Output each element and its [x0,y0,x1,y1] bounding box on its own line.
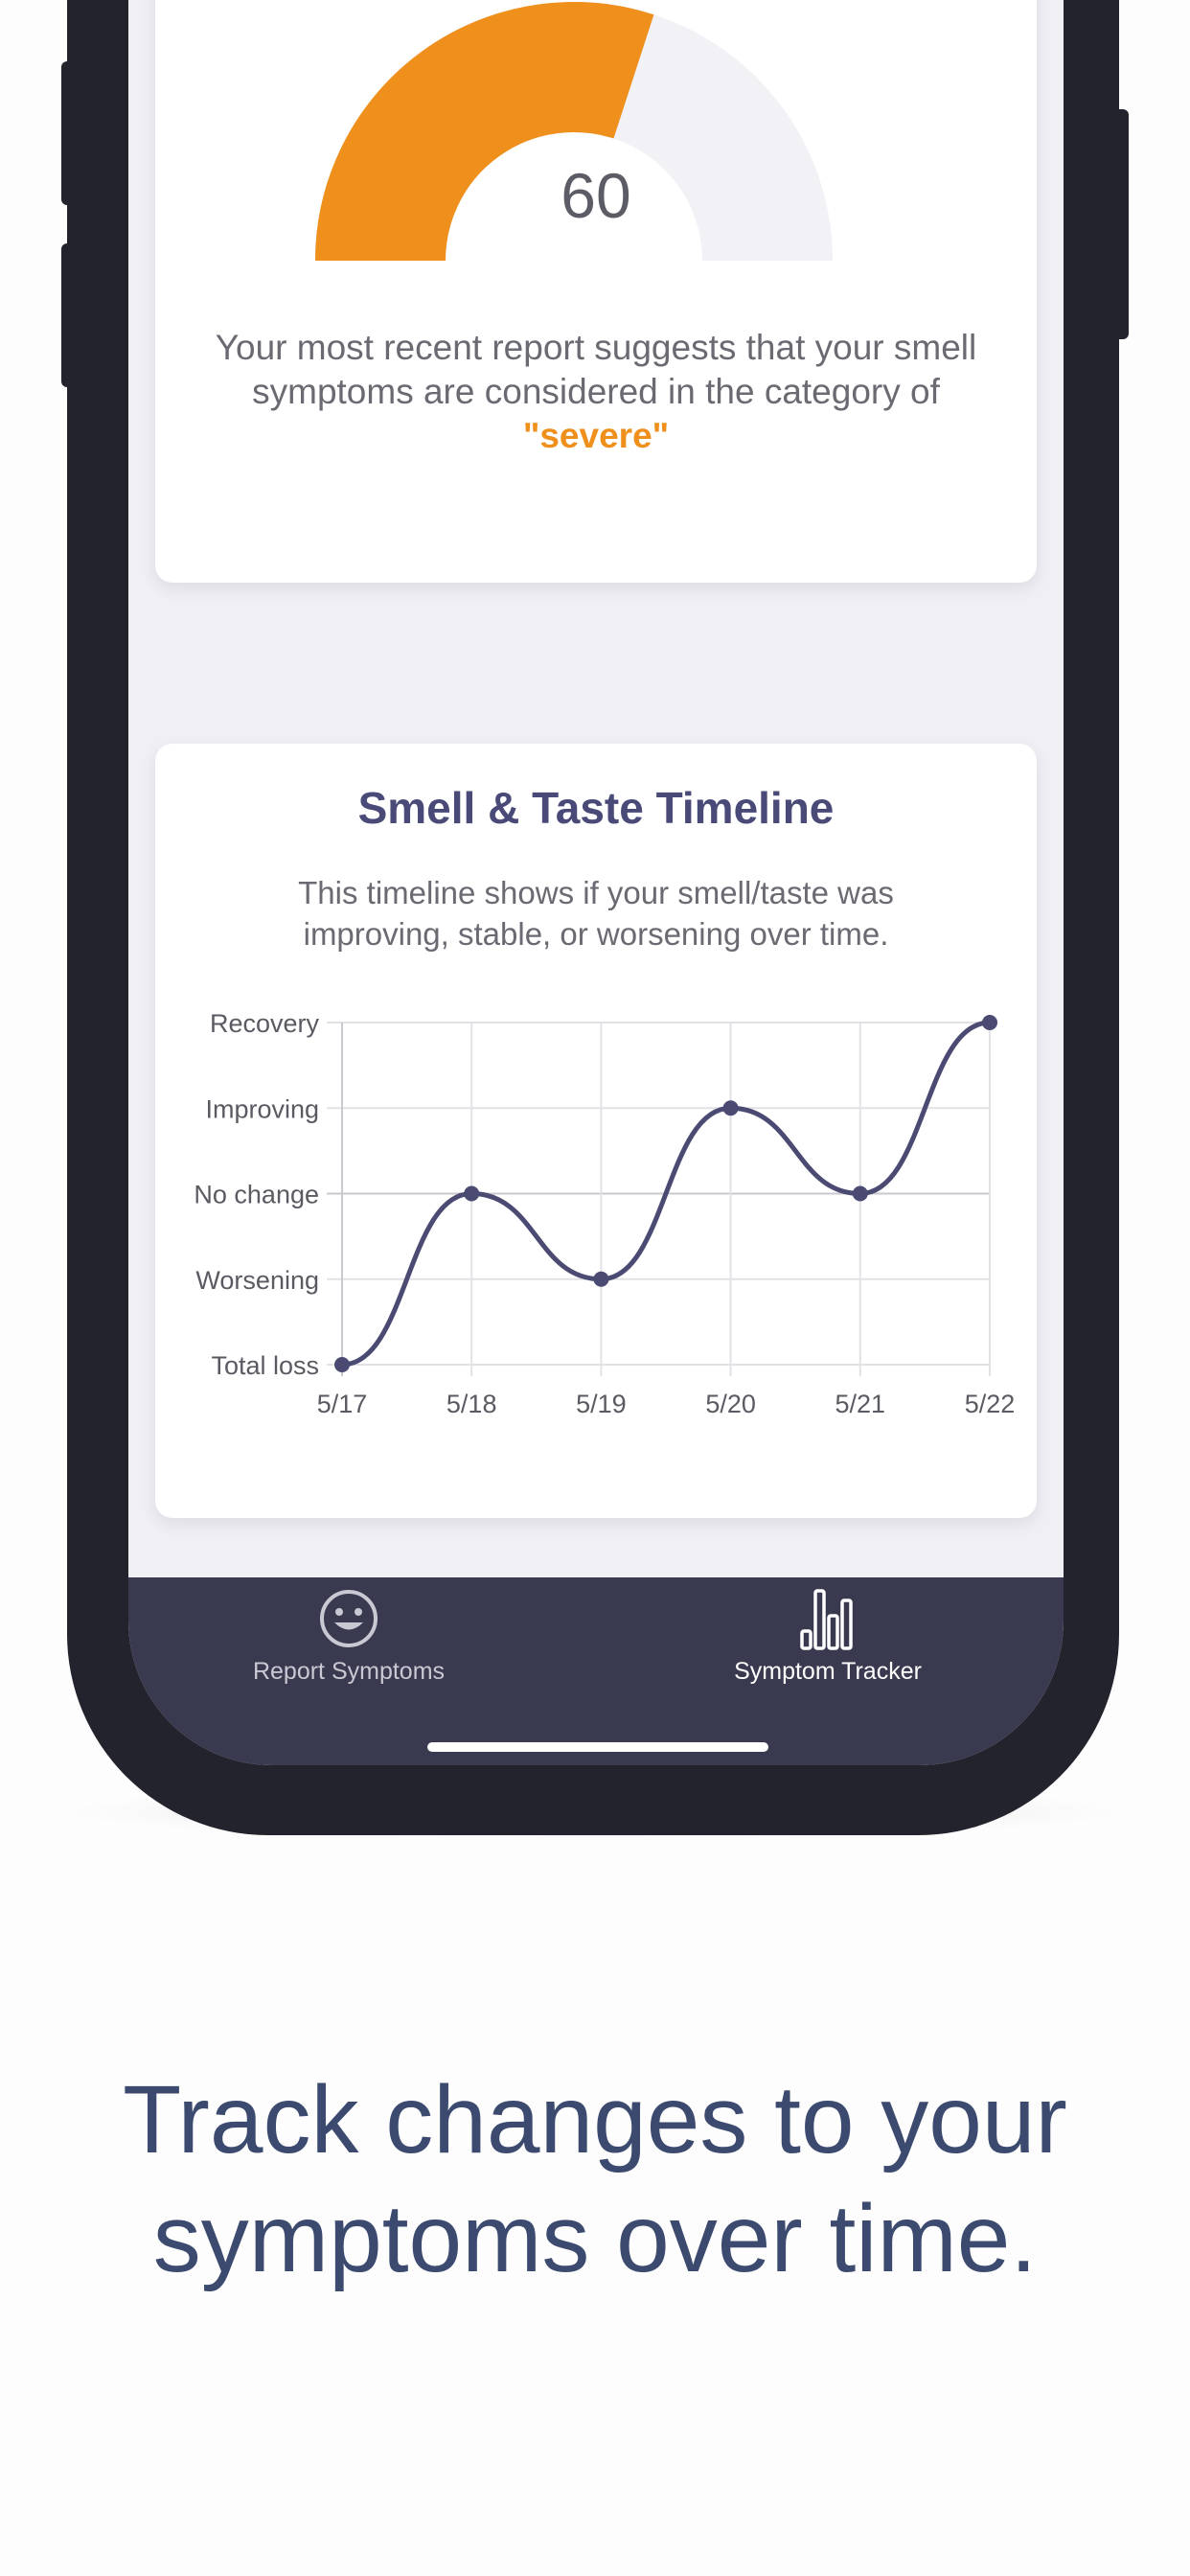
app-screen: 60 Your most recent report suggests that… [128,0,1064,1765]
x-tick-label: 5/22 [965,1390,1016,1418]
smiley-icon [320,1590,378,1647]
x-tick-label: 5/18 [446,1390,497,1418]
y-tick-label: Total loss [211,1351,319,1380]
tab-bar: Report Symptoms Symptom Tracker [128,1577,1064,1765]
timeline-description: This timeline shows if your smell/taste … [298,875,894,952]
power-button [1117,109,1129,339]
y-tick-label: Recovery [210,1009,320,1038]
gauge-value: 60 [561,160,631,231]
series-line [339,1020,993,1368]
tab-symptom-tracker-label: Symptom Tracker [734,1658,922,1685]
bar-chart-icon [800,1589,853,1650]
x-tick-label: 5/20 [705,1390,756,1418]
data-point [593,1271,609,1287]
tagline-line-2: symptoms over time. [152,2185,1038,2292]
tab-symptom-tracker[interactable]: Symptom Tracker [636,1587,1019,1686]
volume-up-button [61,61,71,205]
y-tick-label: No change [194,1181,319,1209]
timeline-chart: Total loss Worsening No change Improving Rec… [194,1009,1016,1418]
data-point [464,1185,480,1202]
y-tick-label: Improving [205,1094,319,1123]
timeline-title: Smell & Taste Timeline [357,783,835,833]
data-point [722,1100,739,1116]
tagline-line-1: Track changes to your [123,2066,1067,2174]
tab-report-symptoms[interactable]: Report Symptoms [157,1587,540,1686]
data-point [852,1185,868,1202]
severity-gauge [315,2,833,263]
data-point [982,1015,997,1030]
severity-description-text: Your most recent report suggests that yo… [215,328,977,411]
marketing-tagline: Track changes to your symptoms over time… [0,2060,1190,2298]
volume-down-button [61,243,71,387]
x-tick-label: 5/19 [576,1390,627,1418]
x-tick-label: 5/21 [835,1390,886,1418]
x-tick-label: 5/17 [317,1390,368,1418]
timeline-card: Smell & Taste Timeline This timeline sho… [155,744,1037,1518]
y-tick-label: Worsening [195,1266,319,1295]
tab-report-symptoms-label: Report Symptoms [252,1658,446,1685]
severity-category: "severe" [522,416,670,455]
severity-description: Your most recent report suggests that yo… [213,326,979,458]
home-indicator[interactable] [427,1742,768,1752]
gauge-fill [315,2,654,263]
severity-card: 60 Your most recent report suggests that… [155,0,1037,583]
data-point [334,1357,350,1372]
